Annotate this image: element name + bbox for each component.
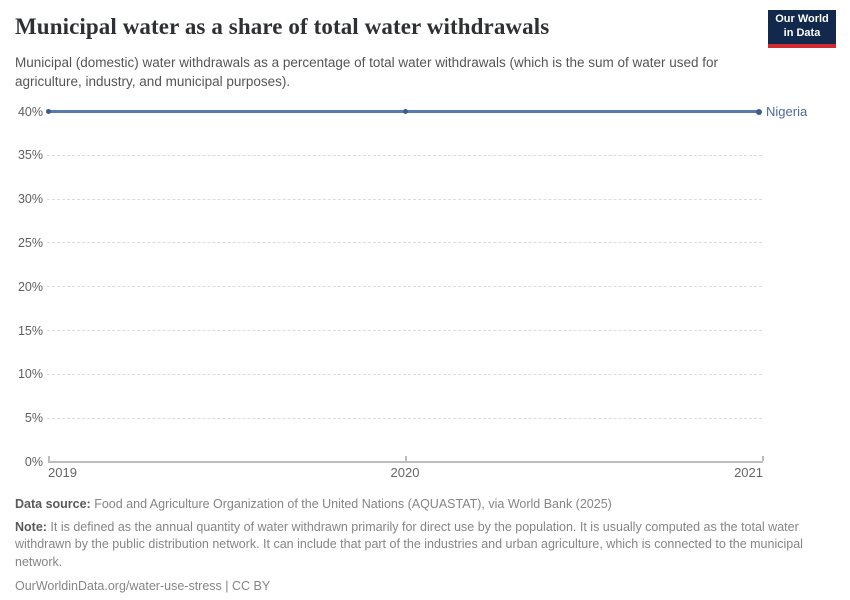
owid-logo-line1: Our World — [775, 13, 829, 26]
series-label-nigeria: Nigeria — [766, 103, 808, 119]
y-axis-tick-label: 35% — [17, 148, 43, 163]
x-axis-tick — [405, 456, 407, 461]
data-point-2020 — [402, 109, 408, 114]
data-source-text: Food and Agriculture Organization of the… — [90, 497, 612, 511]
data-point-2019 — [45, 109, 51, 114]
y-axis-tick-label: 5% — [24, 411, 43, 426]
y-axis-tick-label: 10% — [17, 367, 43, 382]
y-gridline-30 — [47, 198, 762, 200]
x-axis-tick — [48, 456, 50, 461]
data-point-2021 — [756, 108, 762, 115]
note-label: Note: — [15, 519, 47, 534]
y-axis-tick-label: 40% — [17, 104, 43, 119]
x-axis-tick — [762, 456, 764, 461]
data-source-line: Data source: Food and Agriculture Organi… — [15, 496, 827, 514]
page-title: Municipal water as a share of total wate… — [15, 14, 550, 39]
data-source-label: Data source: — [15, 497, 91, 511]
x-axis-tick-label: 2019 — [48, 465, 77, 480]
owid-logo-line2: in Data — [783, 27, 821, 39]
y-gridline-20 — [47, 286, 762, 288]
line-chart-plot-area: 0% 5% 10% 15% 20% 25% 30% 35% 40% 2019 2020 2021 Nig… — [17, 103, 808, 480]
y-axis-tick-label: 15% — [17, 323, 43, 338]
x-axis-line — [48, 461, 763, 463]
series-line-nigeria — [48, 110, 405, 113]
citation-link[interactable]: OurWorldinData.org/water-use-stress | CC… — [15, 579, 271, 593]
y-gridline-5 — [47, 417, 762, 419]
y-axis-tick-label: 25% — [17, 235, 43, 250]
y-axis-tick-label: 0% — [24, 455, 43, 469]
series-line-nigeria — [405, 110, 759, 113]
owid-logo: Our World in Data — [768, 10, 836, 48]
note-line: Note: It is defined as the annual quanti… — [15, 519, 827, 572]
note-text: It is defined as the annual quantity of … — [15, 519, 803, 569]
y-gridline-15 — [47, 330, 762, 332]
y-gridline-35 — [47, 154, 762, 156]
y-axis-tick-label: 20% — [17, 279, 43, 294]
y-gridline-10 — [47, 373, 762, 375]
chart-subtitle: Municipal (domestic) water withdrawals a… — [15, 55, 719, 89]
x-axis-tick-label: 2021 — [734, 465, 763, 480]
x-axis-tick-label: 2020 — [390, 465, 420, 480]
y-gridline-25 — [47, 242, 762, 244]
chart-footer: Data source: Food and Agriculture Organi… — [15, 496, 827, 596]
y-axis-tick-label: 30% — [17, 192, 43, 207]
